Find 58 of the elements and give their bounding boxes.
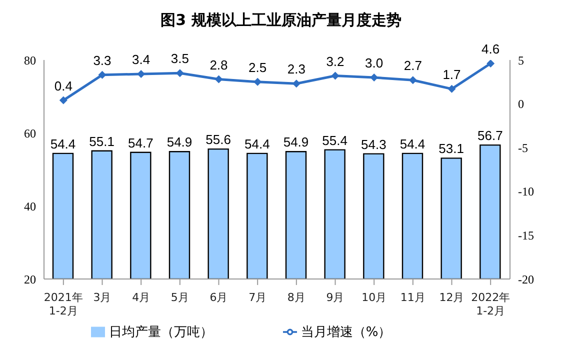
y-tick-label: 40 [24, 199, 36, 214]
point [214, 75, 223, 84]
data-label: 0.4 [54, 78, 72, 94]
legend-label: 当月增速（%） [300, 325, 392, 340]
data-label: 55.6 [206, 132, 231, 148]
data-label: 54.9 [283, 134, 309, 150]
data-label: 54.3 [361, 136, 386, 152]
data-label: 3.4 [132, 52, 150, 68]
chart-title: 图3 规模以上工业原油产量月度走势 [160, 10, 402, 31]
x-tick-label: 7月 [248, 290, 267, 304]
data-label: 3.3 [93, 52, 112, 68]
y2-tick-label: -20 [518, 272, 534, 286]
data-label: 2.5 [248, 60, 267, 75]
x-tick-label: 8月 [287, 290, 306, 304]
data-label: 2.7 [404, 58, 422, 74]
point [254, 78, 262, 86]
data-label: 54.9 [166, 134, 192, 150]
point [59, 96, 68, 104]
data-label: 54.4 [244, 136, 270, 152]
x-tick-label: 6月 [210, 290, 228, 304]
point [331, 72, 340, 80]
point [486, 60, 495, 68]
data-label: 55.4 [322, 132, 348, 148]
y2-tick-label: -10 [518, 184, 534, 199]
x-tick-label: 10月 [362, 290, 387, 304]
x-tick-label: 2022年 1-2月 [471, 290, 510, 318]
y-tick-label: 20 [24, 272, 36, 286]
data-label: 2.8 [210, 57, 228, 72]
point [292, 80, 300, 88]
data-label: 4.6 [482, 42, 500, 57]
x-tick-label: 2021年 1-2月 [44, 290, 83, 318]
data-label: 53.1 [438, 141, 464, 156]
data-label: 2.3 [287, 62, 306, 77]
data-label: 55.1 [89, 134, 114, 149]
legend-label: 日均产量（万吨） [108, 325, 213, 340]
y2-tick-label: -15 [518, 228, 534, 242]
point [448, 84, 456, 93]
data-label: 54.7 [128, 135, 154, 150]
data-label: 1.7 [442, 66, 461, 82]
y2-tick-label: 0 [518, 97, 524, 112]
x-tick-label: 11月 [400, 290, 426, 304]
y-tick-label: 80 [24, 53, 36, 68]
x-tick-label: 9月 [326, 290, 344, 304]
data-label: 3.0 [365, 56, 384, 71]
data-label: 56.7 [478, 128, 503, 144]
point [408, 76, 417, 84]
x-tick-label: 5月 [170, 290, 189, 304]
data-label: 3.2 [326, 54, 344, 69]
data-label: 3.5 [170, 51, 189, 66]
y-tick-label: 60 [24, 126, 36, 140]
x-tick-label: 3月 [93, 290, 112, 304]
data-label: 54.4 [400, 136, 426, 152]
x-tick-label: 12月 [439, 290, 464, 304]
y2-tick-label: -5 [518, 140, 528, 155]
y2-tick-label: 5 [518, 53, 524, 68]
point [98, 70, 106, 79]
x-tick-label: 4月 [132, 290, 150, 304]
data-label: 54.4 [50, 136, 76, 152]
